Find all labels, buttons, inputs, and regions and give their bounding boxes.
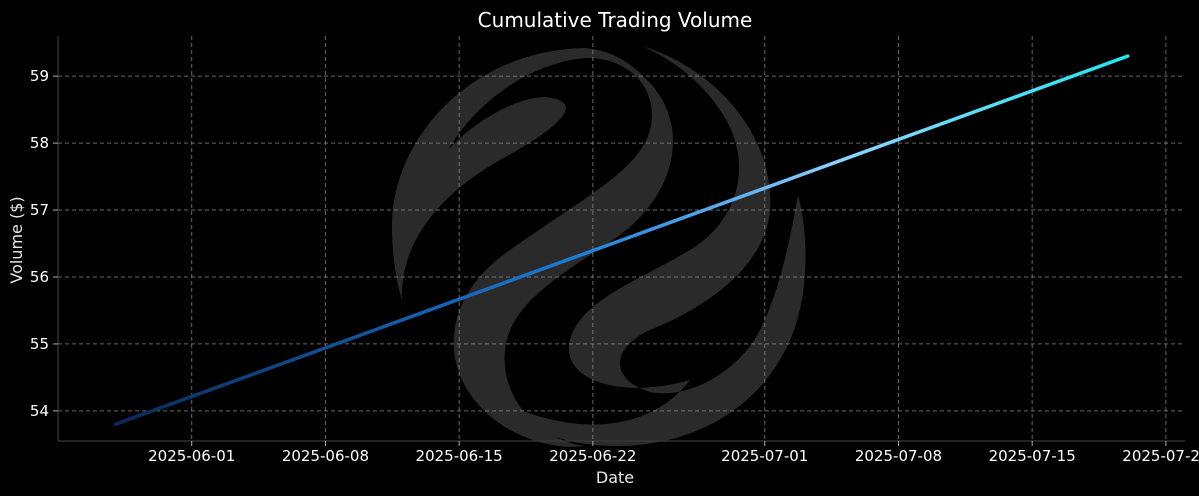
y-tick-label: 54: [30, 402, 49, 420]
y-tick-label: 55: [30, 335, 49, 353]
chart-title: Cumulative Trading Volume: [478, 8, 753, 32]
x-tick-label: 2025-07-08: [855, 447, 942, 465]
x-axis-label: Date: [596, 468, 634, 487]
x-tick-label: 2025-07-15: [989, 447, 1076, 465]
y-gridlines: [58, 75, 1185, 412]
x-tick-label: 2025-06-08: [282, 447, 369, 465]
y-tick-label: 57: [30, 201, 49, 219]
watermark-logo: [392, 46, 806, 447]
x-tick-label: 2025-06-15: [416, 447, 503, 465]
x-tick-label: 2025-07-01: [721, 447, 808, 465]
series-layer: [113, 54, 1130, 427]
x-tick-label: 2025-06-22: [549, 447, 636, 465]
y-tick-label: 56: [30, 268, 49, 286]
y-tick-label: 59: [30, 67, 49, 85]
y-axis-ticks: 54 55 56 57 58 59: [30, 67, 58, 420]
x-tick-label: 2025-06-01: [148, 447, 235, 465]
series-line: [113, 54, 1130, 427]
y-axis-label: Volume ($): [7, 196, 26, 283]
x-tick-label: 2025-07-22: [1122, 447, 1199, 465]
y-tick-label: 58: [30, 134, 49, 152]
x-axis-ticks: 2025-06-01 2025-06-08 2025-06-15 2025-06-22…: [148, 441, 1199, 465]
x-gridlines: [191, 36, 1167, 441]
